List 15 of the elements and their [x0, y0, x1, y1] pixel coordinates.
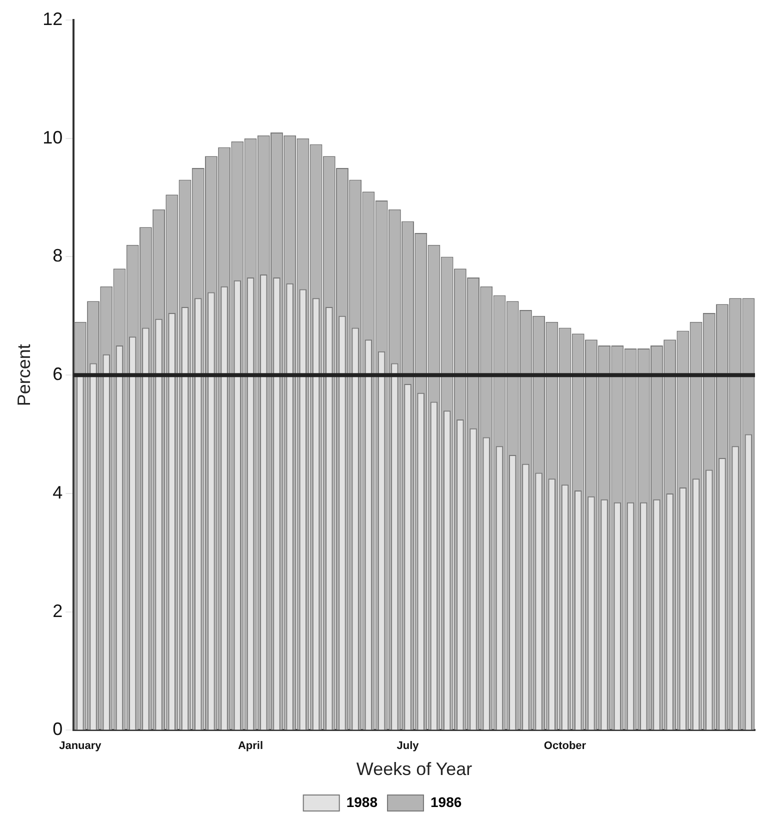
x-tick-label: January	[59, 740, 102, 752]
y-tick-label: 12	[42, 8, 63, 29]
x-axis-title: Weeks of Year	[356, 759, 472, 780]
legend-label: 1986	[430, 794, 462, 810]
y-tick-label: 2	[52, 600, 63, 621]
x-tick-label: April	[238, 740, 264, 752]
legend-label: 1988	[346, 794, 378, 810]
y-tick-label: 10	[42, 127, 63, 148]
y-tick-label: 6	[52, 364, 63, 384]
y-tick-label: 8	[52, 246, 63, 266]
y-axis-title: Percent	[14, 344, 34, 406]
x-tick-label: July	[396, 740, 420, 752]
y-tick-label: 0	[52, 719, 63, 740]
y-tick-label: 4	[52, 482, 63, 502]
x-tick-label: October	[544, 740, 587, 752]
